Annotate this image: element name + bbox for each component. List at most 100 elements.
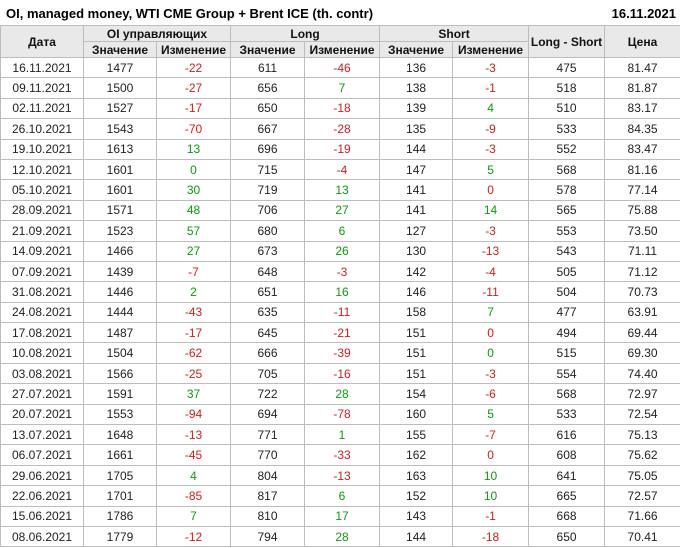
price-cell: 72.97 bbox=[604, 383, 680, 405]
long-value-cell: 719 bbox=[230, 179, 306, 201]
oi-value-cell: 1701 bbox=[83, 485, 157, 507]
short-value-cell: 154 bbox=[379, 383, 454, 405]
long-short-cell: 504 bbox=[528, 281, 606, 303]
long-value-cell: 696 bbox=[230, 138, 306, 160]
long-short-cell: 553 bbox=[528, 220, 606, 242]
long-short-cell: 494 bbox=[528, 322, 606, 344]
date-cell: 13.07.2021 bbox=[0, 424, 84, 446]
date-cell: 06.07.2021 bbox=[0, 444, 84, 466]
price-cell: 73.50 bbox=[604, 220, 680, 242]
oi-value-cell: 1543 bbox=[83, 118, 157, 140]
table-row: 19.10.2021 1613 13 696 -19 144 -3 552 83.47 bbox=[0, 138, 680, 160]
short-change-cell: 7 bbox=[452, 301, 530, 324]
long-short-cell: 518 bbox=[528, 77, 606, 99]
date-cell: 24.08.2021 bbox=[0, 301, 84, 324]
long-change-cell: 6 bbox=[304, 485, 381, 507]
price-cell: 71.12 bbox=[604, 260, 680, 283]
long-short-cell: 505 bbox=[528, 260, 606, 283]
long-short-cell: 641 bbox=[528, 464, 606, 487]
oi-table: Дата OI управляющих Long Short Long - Sh… bbox=[0, 25, 680, 548]
short-value-cell: 127 bbox=[379, 220, 454, 242]
short-change-cell: -3 bbox=[452, 56, 530, 79]
long-short-cell: 533 bbox=[528, 403, 606, 426]
long-value-cell: 694 bbox=[230, 403, 306, 426]
price-cell: 83.17 bbox=[604, 97, 680, 120]
long-change-cell: -19 bbox=[304, 138, 381, 160]
long-value-cell: 635 bbox=[230, 301, 306, 324]
subheader-long-change: Изменение bbox=[304, 41, 381, 58]
short-change-cell: -3 bbox=[452, 138, 530, 160]
price-cell: 71.66 bbox=[604, 505, 680, 527]
long-change-cell: 16 bbox=[304, 281, 381, 303]
table-row: 26.10.2021 1543 -70 667 -28 135 -9 533 84.35 bbox=[0, 118, 680, 140]
oi-change-cell: 7 bbox=[155, 505, 232, 527]
oi-change-cell: 2 bbox=[155, 281, 232, 303]
subheader-oi-change: Изменение bbox=[155, 41, 232, 58]
oi-change-cell: -22 bbox=[155, 56, 232, 79]
short-value-cell: 142 bbox=[379, 260, 454, 283]
long-short-cell: 515 bbox=[528, 342, 606, 364]
title-bar: OI, managed money, WTI CME Group + Brent… bbox=[0, 0, 680, 25]
short-value-cell: 155 bbox=[379, 424, 454, 446]
short-change-cell: 0 bbox=[452, 179, 530, 201]
short-value-cell: 151 bbox=[379, 362, 454, 385]
short-change-cell: 4 bbox=[452, 97, 530, 120]
short-change-cell: 0 bbox=[452, 444, 530, 466]
price-cell: 84.35 bbox=[604, 118, 680, 140]
long-short-cell: 477 bbox=[528, 301, 606, 324]
long-short-cell: 568 bbox=[528, 383, 606, 405]
oi-value-cell: 1504 bbox=[83, 342, 157, 364]
short-value-cell: 136 bbox=[379, 56, 454, 79]
subheader-short-change: Изменение bbox=[452, 41, 530, 58]
long-value-cell: 705 bbox=[230, 362, 306, 385]
long-value-cell: 706 bbox=[230, 199, 306, 222]
short-value-cell: 162 bbox=[379, 444, 454, 466]
header-long-short: Long - Short bbox=[528, 25, 606, 58]
oi-value-cell: 1779 bbox=[83, 525, 157, 548]
oi-value-cell: 1613 bbox=[83, 138, 157, 160]
date-cell: 15.06.2021 bbox=[0, 505, 84, 527]
table-row: 12.10.2021 1601 0 715 -4 147 5 568 81.16 bbox=[0, 158, 680, 181]
long-value-cell: 770 bbox=[230, 444, 306, 466]
date-cell: 31.08.2021 bbox=[0, 281, 84, 303]
oi-value-cell: 1446 bbox=[83, 281, 157, 303]
long-short-cell: 552 bbox=[528, 138, 606, 160]
long-change-cell: -39 bbox=[304, 342, 381, 364]
long-short-cell: 565 bbox=[528, 199, 606, 222]
short-value-cell: 160 bbox=[379, 403, 454, 426]
oi-change-cell: 30 bbox=[155, 179, 232, 201]
date-cell: 02.11.2021 bbox=[0, 97, 84, 120]
oi-change-cell: -85 bbox=[155, 485, 232, 507]
long-value-cell: 715 bbox=[230, 158, 306, 181]
long-change-cell: -18 bbox=[304, 97, 381, 120]
table-row: 17.08.2021 1487 -17 645 -21 151 0 494 69.44 bbox=[0, 322, 680, 344]
table-row: 06.07.2021 1661 -45 770 -33 162 0 608 75.62 bbox=[0, 444, 680, 466]
oi-value-cell: 1566 bbox=[83, 362, 157, 385]
long-value-cell: 667 bbox=[230, 118, 306, 140]
oi-value-cell: 1648 bbox=[83, 424, 157, 446]
oi-value-cell: 1591 bbox=[83, 383, 157, 405]
long-value-cell: 666 bbox=[230, 342, 306, 364]
date-cell: 26.10.2021 bbox=[0, 118, 84, 140]
oi-change-cell: -17 bbox=[155, 97, 232, 120]
short-change-cell: 10 bbox=[452, 464, 530, 487]
long-value-cell: 648 bbox=[230, 260, 306, 283]
oi-value-cell: 1601 bbox=[83, 158, 157, 181]
date-cell: 27.07.2021 bbox=[0, 383, 84, 405]
long-value-cell: 771 bbox=[230, 424, 306, 446]
report-date: 16.11.2021 bbox=[611, 6, 676, 21]
table-row: 08.06.2021 1779 -12 794 28 144 -18 650 70.41 bbox=[0, 525, 680, 548]
price-cell: 69.44 bbox=[604, 322, 680, 344]
long-value-cell: 817 bbox=[230, 485, 306, 507]
date-cell: 19.10.2021 bbox=[0, 138, 84, 160]
subheader-short-value: Значение bbox=[379, 41, 454, 58]
short-change-cell: -3 bbox=[452, 220, 530, 242]
oi-value-cell: 1553 bbox=[83, 403, 157, 426]
long-short-cell: 554 bbox=[528, 362, 606, 385]
price-cell: 75.62 bbox=[604, 444, 680, 466]
long-short-cell: 510 bbox=[528, 97, 606, 120]
date-cell: 29.06.2021 bbox=[0, 464, 84, 487]
short-value-cell: 163 bbox=[379, 464, 454, 487]
date-cell: 16.11.2021 bbox=[0, 56, 84, 79]
oi-value-cell: 1523 bbox=[83, 220, 157, 242]
